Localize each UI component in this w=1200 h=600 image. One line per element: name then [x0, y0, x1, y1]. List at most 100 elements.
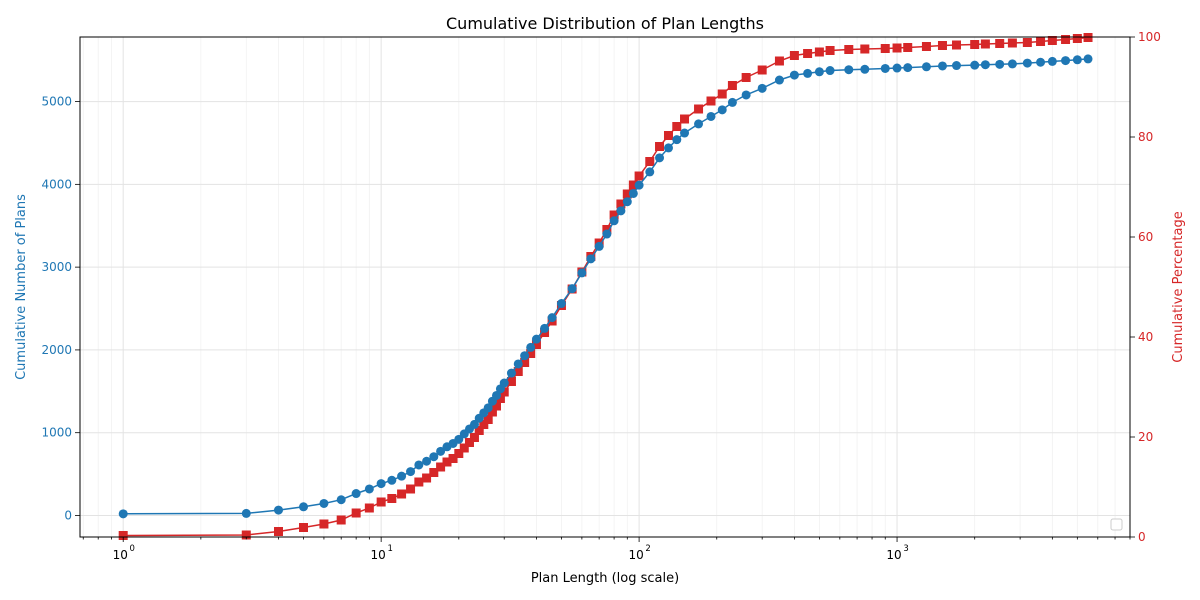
percent-data-point — [616, 199, 626, 209]
count-data-point — [609, 216, 619, 226]
count-data-point — [118, 509, 128, 519]
count-data-point — [586, 254, 596, 264]
count-data-point — [825, 66, 835, 76]
count-data-point — [594, 241, 604, 251]
percent-data-point — [880, 44, 890, 53]
count-data-point — [1061, 56, 1071, 66]
chart-title: Cumulative Distribution of Plan Lengths — [446, 14, 764, 33]
percent-data-point — [406, 484, 416, 494]
percent-data-point — [414, 477, 424, 487]
percent-data-point — [995, 39, 1005, 48]
count-data-point — [274, 505, 284, 515]
percent-data-point — [622, 189, 632, 199]
count-data-point — [556, 299, 566, 309]
percent-data-point — [241, 530, 251, 540]
x-tick-base: 10 — [628, 548, 643, 562]
percent-data-point — [495, 394, 505, 403]
percent-data-point — [757, 65, 767, 75]
percent-data-point — [491, 401, 501, 411]
count-data-point — [483, 403, 493, 413]
count-data-point — [364, 484, 374, 494]
y-right-tick-label: 20 — [1138, 430, 1153, 444]
count-data-point — [980, 60, 990, 70]
percent-data-point — [655, 142, 665, 151]
x-tick-base: 10 — [113, 548, 128, 562]
percent-data-point — [937, 41, 947, 50]
percent-data-point — [825, 46, 835, 55]
percent-data-point — [464, 438, 474, 447]
count-data-point — [774, 75, 784, 85]
percent-data-point — [526, 349, 536, 358]
percent-data-point — [789, 51, 799, 60]
percent-data-point — [487, 407, 497, 417]
count-data-point — [634, 180, 644, 190]
count-data-point — [1022, 58, 1032, 68]
count-data-point — [397, 471, 407, 481]
count-data-point — [663, 143, 673, 153]
count-data-point — [616, 206, 626, 216]
percent-data-point — [387, 494, 397, 503]
count-data-point — [526, 342, 536, 352]
plot-frame — [79, 36, 1131, 538]
y-left-tick-label: 2000 — [41, 343, 72, 357]
percent-data-point — [1072, 34, 1082, 43]
percent-data-point — [1047, 36, 1057, 45]
legend-box — [1110, 518, 1123, 531]
count-data-point — [706, 111, 716, 121]
x-tick-base: 10 — [371, 548, 386, 562]
count-data-point — [513, 359, 523, 369]
percent-data-point — [694, 104, 704, 114]
y-left-tick-label: 0 — [64, 508, 72, 522]
count-data-point — [1036, 57, 1046, 67]
percent-data-point — [513, 367, 523, 376]
count-data-point — [694, 119, 704, 129]
grid — [80, 37, 1131, 537]
percent-data-point — [364, 503, 374, 513]
percent-data-point — [1007, 38, 1017, 48]
y-left-tick-label: 4000 — [41, 177, 72, 191]
count-data-point — [241, 508, 251, 518]
count-data-point — [406, 467, 416, 477]
percent-data-point — [469, 433, 479, 442]
percent-data-point — [448, 454, 458, 463]
y-left-tick-label: 3000 — [41, 260, 72, 274]
percent-data-point — [717, 89, 727, 99]
count-data-point — [299, 502, 309, 512]
percent-data-point — [727, 81, 737, 90]
y-right-tick-label: 80 — [1138, 130, 1153, 144]
count-data-point — [937, 61, 947, 71]
percent-data-point — [299, 523, 309, 532]
percent-data-point — [609, 210, 619, 220]
count-data-point — [860, 64, 870, 74]
percent-data-point — [602, 225, 612, 234]
count-data-point — [680, 128, 690, 138]
count-data-point — [951, 61, 961, 71]
percent-data-point — [118, 531, 128, 540]
count-data-point — [422, 456, 432, 466]
count-data-point — [995, 59, 1005, 69]
count-data-point — [628, 188, 638, 198]
percent-data-point — [803, 49, 813, 58]
y-right-tick-label: 60 — [1138, 230, 1153, 244]
percent-data-point — [1022, 38, 1032, 47]
percent-data-point — [506, 377, 516, 386]
percent-data-point — [980, 39, 990, 49]
percent-data-point — [645, 157, 655, 166]
percent-data-point — [741, 73, 751, 82]
x-tick-exponent: 2 — [645, 544, 650, 554]
percent-data-point — [442, 457, 452, 467]
count-data-point — [880, 63, 890, 73]
count-data-point — [577, 268, 587, 278]
count-data-point — [757, 83, 767, 93]
count-data-point — [741, 90, 751, 100]
percent-data-point — [531, 340, 541, 349]
percent-data-point — [520, 358, 530, 367]
count-data-point — [814, 67, 824, 77]
count-data-point — [376, 479, 386, 489]
count-data-point — [531, 334, 541, 344]
count-data-point — [970, 60, 980, 70]
percent-data-point — [499, 387, 509, 397]
